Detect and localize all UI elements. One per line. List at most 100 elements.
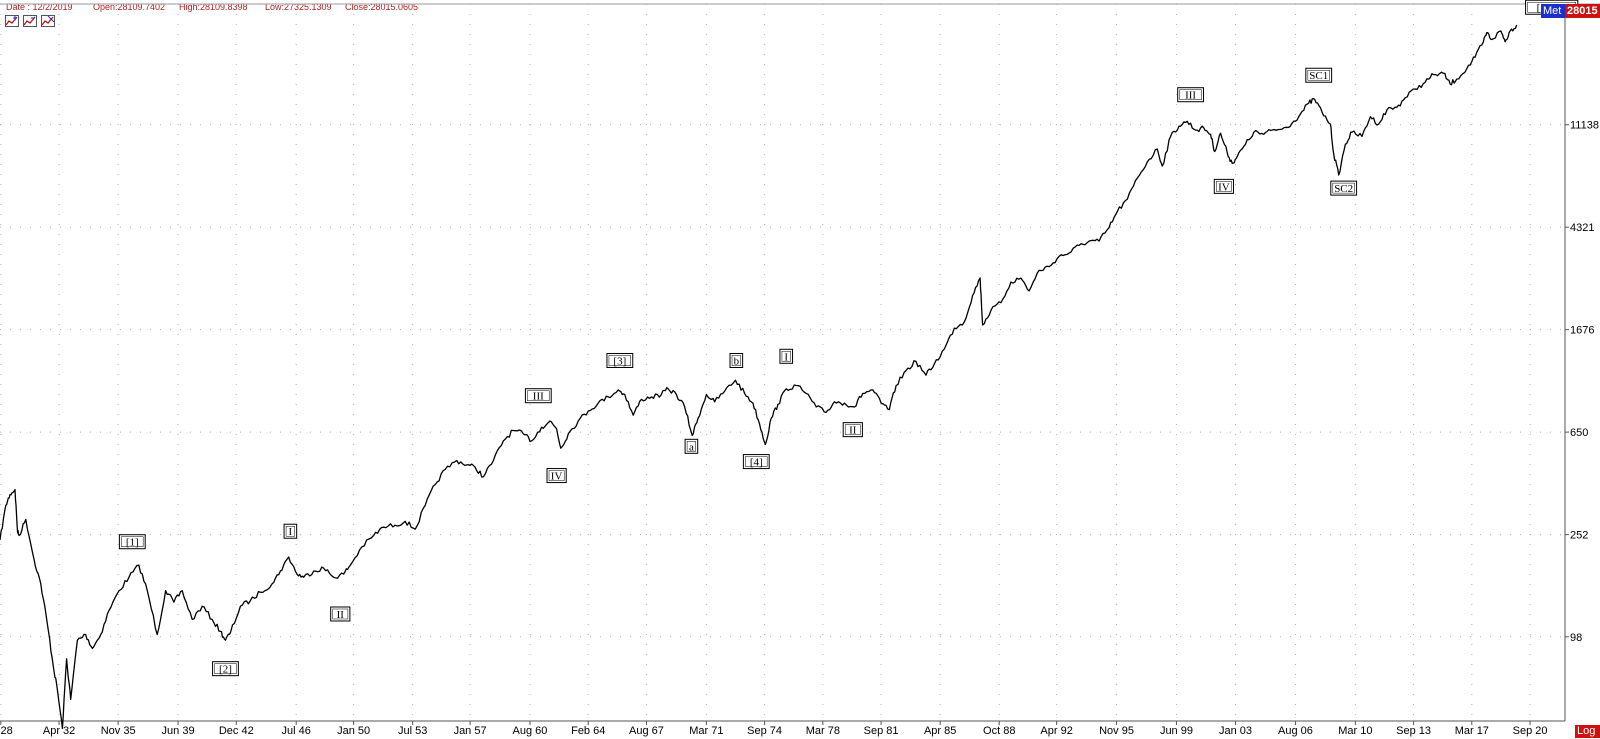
- wave-label-text: a: [689, 441, 694, 453]
- x-tick-label: Mar 71: [689, 725, 723, 737]
- wave-label-box: [1330, 180, 1358, 196]
- wave-label: b: [729, 353, 744, 369]
- wave-label-text: III: [533, 391, 544, 403]
- wave-label: II: [330, 606, 351, 622]
- wave-labels: [1][2]IIIIIIIV[3]ab[4]IIIIIIIVSC1SC2[1] …: [118, 0, 1579, 677]
- wave-label: a: [684, 438, 699, 454]
- wave-label-text: II: [337, 609, 345, 621]
- wave-label-text: [2]: [219, 664, 232, 676]
- x-tick-label: Apr 85: [924, 725, 956, 737]
- x-tick-label: Nov 35: [101, 725, 136, 737]
- x-tick-label: Jan 50: [337, 725, 370, 737]
- wave-label: SC1: [1305, 67, 1333, 83]
- log-scale-badge[interactable]: Log: [1575, 725, 1600, 738]
- wave-label-box: [1213, 178, 1234, 194]
- ohlc-header: Date : 12/2/2019 Open:28109.7402 High:28…: [0, 0, 1600, 16]
- wave-label: [1]: [118, 534, 146, 550]
- wave-label-box: [742, 454, 770, 470]
- x-tick-label: Jul 53: [398, 725, 427, 737]
- wave-label-box: [283, 523, 298, 539]
- x-tick-label: Mar 78: [806, 725, 840, 737]
- wave-label: [3]: [606, 353, 634, 369]
- x-tick-label: Sep 13: [1396, 725, 1431, 737]
- x-tick-label: Jun 39: [162, 725, 195, 737]
- wave-label-box: [842, 422, 863, 438]
- wave-label-text: III: [1185, 90, 1196, 102]
- wave-label-inner-box: [1216, 181, 1232, 192]
- wave-label-box: [212, 661, 239, 677]
- met-badge[interactable]: Met: [1541, 4, 1568, 18]
- wave-label-inner-box: [781, 351, 791, 362]
- wave-label-text: SC1: [1309, 70, 1328, 82]
- open-readout: Open:28109.7402: [93, 2, 166, 12]
- high-readout: High:28109.8398: [179, 2, 248, 12]
- wave-label-inner-box: [214, 663, 237, 674]
- x-tick-label: Sep 74: [747, 725, 782, 737]
- x-tick-label: Aug 60: [513, 725, 548, 737]
- wave-label-inner-box: [1179, 89, 1202, 100]
- wave-label: I: [779, 348, 794, 364]
- wave-label-text: I: [784, 351, 788, 363]
- wave-label: [4]: [742, 454, 770, 470]
- wave-label-text: IV: [551, 471, 563, 483]
- wave-label-text: I: [289, 526, 293, 538]
- x-tick-label: Feb 64: [571, 725, 605, 737]
- wave-label-box: [729, 353, 744, 369]
- low-readout: Low:27325.1309: [265, 2, 332, 12]
- y-tick-label: 252: [1570, 530, 1588, 542]
- wave-label-text: II: [849, 425, 857, 437]
- wave-label-text: b: [734, 356, 740, 368]
- wave-label-box: [1177, 87, 1204, 103]
- x-tick-label: Nov 95: [1099, 725, 1134, 737]
- wave-label: SC2: [1330, 180, 1358, 196]
- wave-label-inner-box: [1307, 69, 1330, 81]
- x-tick-label: Oct 88: [983, 725, 1015, 737]
- x-tick-label: Sep 20: [1513, 725, 1548, 737]
- x-tick-label: Jun 99: [1160, 725, 1193, 737]
- wave-label-inner-box: [527, 390, 550, 401]
- y-tick-label: 650: [1570, 427, 1588, 439]
- y-tick-label: 1676: [1570, 325, 1594, 337]
- zoom-out-icon[interactable]: [23, 15, 37, 27]
- x-tick-label: Dec 42: [219, 725, 254, 737]
- wave-label-inner-box: [844, 424, 861, 435]
- wave-label-text: [4]: [750, 457, 763, 469]
- wave-label: IV: [1213, 178, 1234, 194]
- wave-label: III: [1177, 87, 1204, 103]
- wave-label-text: IV: [1218, 181, 1230, 193]
- y-tick-label: 98: [1570, 632, 1582, 644]
- x-tick-label: Jan 03: [1219, 725, 1252, 737]
- x-tick-label: Mar 10: [1338, 725, 1372, 737]
- x-tick-label: Aug 06: [1278, 725, 1313, 737]
- wave-label-box: [684, 438, 699, 454]
- wave-label-inner-box: [121, 536, 144, 547]
- x-tick-label: Apr 92: [1040, 725, 1072, 737]
- wave-label-box: [118, 534, 146, 550]
- x-tick-label: Jul 46: [282, 725, 311, 737]
- zoom-in-icon[interactable]: [5, 15, 19, 27]
- y-tick-label: 4321: [1570, 222, 1594, 234]
- wave-label-inner-box: [332, 608, 349, 620]
- grid: [0, 4, 1565, 721]
- x-axis: ct 28 Apr 32 Nov 35 Jun 39 Dec 42 Jul 46 Jan 5…: [0, 721, 1547, 737]
- x-tick-label: Jan 57: [454, 725, 487, 737]
- wave-label-inner-box: [686, 441, 696, 452]
- wave-label: [2]: [212, 661, 239, 677]
- wave-label-text: [1]: [126, 537, 139, 549]
- x-tick-label: Sep 81: [864, 725, 899, 737]
- x-tick-label: Apr 32: [43, 725, 75, 737]
- wave-label-box: [779, 348, 794, 364]
- last-price-badge: 28015: [1565, 4, 1600, 18]
- y-tick-label: 11138: [1570, 120, 1599, 132]
- wave-label-text: SC2: [1334, 183, 1353, 195]
- zoom-reset-icon[interactable]: [41, 15, 55, 27]
- wave-label-box: [330, 606, 351, 622]
- x-tick-label: Mar 17: [1455, 725, 1489, 737]
- wave-label-inner-box: [608, 355, 631, 366]
- wave-label-inner-box: [285, 525, 295, 537]
- x-tick-label: Aug 67: [629, 725, 664, 737]
- wave-label-inner-box: [745, 456, 768, 467]
- wave-label-box: [606, 353, 634, 369]
- wave-label: I: [283, 523, 298, 539]
